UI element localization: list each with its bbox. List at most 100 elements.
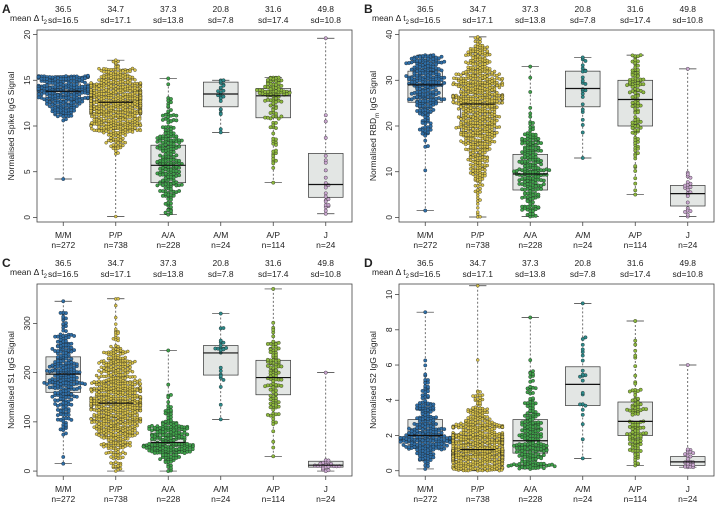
data-point: [471, 74, 475, 78]
data-point: [426, 412, 430, 417]
data-point: [160, 193, 165, 198]
data-point: [415, 416, 419, 421]
data-point: [276, 346, 281, 351]
data-point: [69, 341, 74, 346]
data-point: [633, 181, 638, 186]
y-tick-label: 300: [22, 316, 32, 330]
data-point: [169, 205, 173, 210]
data-point: [323, 199, 328, 204]
data-point: [221, 83, 226, 88]
y-axis-label: Normalised S1 IgG Signal: [6, 331, 16, 429]
data-point: [99, 365, 104, 369]
data-point: [473, 177, 478, 181]
data-point: [111, 337, 116, 341]
data-point: [456, 84, 461, 89]
category-label: A/P: [266, 484, 280, 494]
data-point: [89, 83, 93, 88]
data-point: [182, 435, 187, 440]
data-point: [279, 384, 284, 388]
data-point: [133, 114, 137, 118]
data-point: [106, 377, 111, 382]
data-point: [492, 140, 497, 144]
data-point: [69, 345, 74, 350]
data-point: [171, 142, 176, 147]
data-point: [130, 130, 135, 134]
data-point: [169, 408, 173, 413]
data-point: [42, 380, 47, 385]
category-label: M/M: [55, 230, 72, 240]
data-point: [420, 131, 425, 136]
data-point: [94, 97, 99, 101]
data-point: [106, 133, 111, 137]
data-point: [323, 370, 328, 375]
data-point: [485, 45, 490, 49]
data-point: [478, 40, 482, 44]
data-point: [404, 433, 409, 438]
data-point: [265, 82, 270, 86]
data-point: [130, 66, 135, 71]
data-point: [466, 65, 470, 69]
data-point: [94, 92, 99, 97]
swarm-P/P: [89, 297, 143, 473]
data-point: [276, 87, 281, 92]
data-point: [439, 431, 444, 435]
data-point: [163, 210, 168, 215]
data-point: [636, 63, 640, 68]
data-point: [158, 172, 162, 177]
data-point: [116, 338, 120, 343]
data-point: [528, 114, 533, 119]
data-point: [279, 99, 284, 104]
data-point: [138, 386, 143, 390]
data-point: [36, 95, 41, 100]
data-point: [36, 92, 41, 97]
data-point: [495, 80, 499, 85]
data-point: [271, 416, 276, 421]
sd-value: sd=17.1: [463, 15, 494, 25]
data-point: [517, 182, 522, 186]
data-point: [114, 327, 118, 331]
data-point: [155, 430, 160, 435]
data-point: [77, 370, 82, 375]
data-point: [436, 428, 441, 433]
data-point: [169, 393, 173, 397]
swarm-P/P: [89, 58, 143, 219]
data-point: [72, 334, 77, 338]
data-point: [69, 418, 74, 422]
sd-value: sd=13.8: [153, 269, 184, 279]
data-point: [138, 96, 143, 100]
data-point: [271, 123, 276, 128]
data-point: [218, 369, 223, 373]
data-point: [61, 177, 66, 181]
data-point: [185, 426, 190, 431]
data-point: [488, 67, 492, 71]
sd-value: sd=17.1: [101, 15, 132, 25]
data-point: [279, 377, 284, 382]
data-point: [426, 380, 430, 385]
data-point: [218, 112, 223, 117]
mean-header-label: mean Δ t2: [372, 13, 410, 26]
data-point: [90, 114, 94, 119]
data-point: [541, 182, 546, 187]
data-point: [133, 359, 137, 364]
category-label: J: [324, 230, 328, 240]
data-point: [64, 423, 68, 427]
data-point: [428, 109, 433, 114]
data-point: [468, 155, 473, 159]
data-point: [415, 109, 419, 113]
data-point: [580, 102, 585, 107]
data-point: [423, 363, 428, 368]
data-point: [147, 427, 152, 431]
data-point: [480, 183, 485, 187]
data-point: [36, 86, 41, 91]
n-label: n=228: [156, 240, 180, 250]
data-point: [218, 417, 223, 422]
data-point: [468, 163, 473, 167]
data-point: [464, 60, 468, 64]
data-point: [89, 408, 93, 412]
data-point: [274, 100, 278, 104]
data-point: [179, 182, 184, 187]
data-point: [150, 433, 154, 438]
data-point: [121, 351, 125, 356]
data-point: [102, 131, 106, 135]
data-point: [442, 75, 447, 80]
